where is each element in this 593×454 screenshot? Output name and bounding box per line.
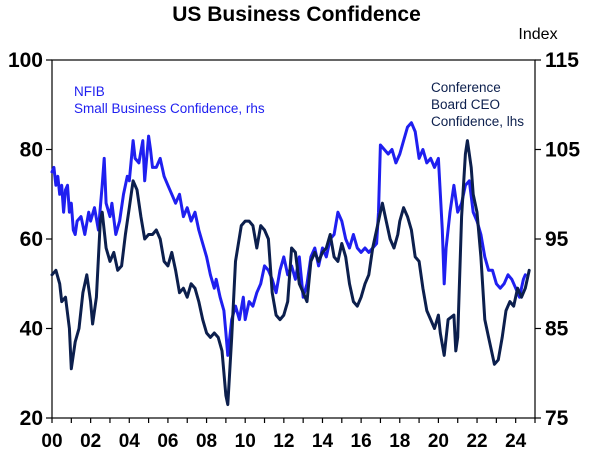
ceo-label-line1: Conference [431, 80, 501, 95]
x-axis: 00 02 04 06 08 10 12 14 16 18 20 22 24 [41, 418, 536, 452]
left-tick-label: 20 [20, 407, 43, 430]
x-tick-label: 08 [196, 431, 217, 452]
chart-title: US Business Confidence [172, 3, 421, 26]
right-tick-label: 85 [545, 318, 569, 341]
right-axis: 115 105 95 85 75 [535, 49, 580, 430]
ceo-label-line2: Board CEO [431, 97, 500, 112]
x-tick-label: 10 [235, 431, 256, 452]
x-tick-label: 16 [351, 431, 372, 452]
series-ceo-line [50, 139, 531, 407]
left-tick-label: 100 [8, 49, 43, 72]
ceo-label-line3: Confidence, lhs [431, 114, 524, 129]
x-tick-label: 04 [119, 431, 141, 452]
x-tick-label: 06 [157, 431, 178, 452]
right-tick-label: 75 [545, 407, 569, 430]
left-tick-label: 40 [20, 318, 43, 341]
x-tick-label: 22 [466, 431, 487, 452]
nfib-label-line1: NFIB [74, 84, 105, 99]
nfib-label-line2: Small Business Confidence, rhs [74, 101, 265, 116]
right-tick-label: 115 [545, 49, 579, 72]
x-tick-label: 24 [505, 431, 527, 452]
x-tick-label: 12 [273, 431, 294, 452]
left-tick-label: 60 [20, 228, 43, 251]
x-tick-label: 20 [428, 431, 449, 452]
series-nfib-line [50, 121, 527, 357]
left-axis: 100 80 60 40 20 [8, 49, 52, 430]
right-tick-label: 95 [545, 228, 569, 251]
left-tick-label: 80 [20, 139, 43, 162]
right-axis-title: Index [518, 26, 557, 43]
x-tick-label: 14 [312, 431, 334, 452]
right-tick-label: 105 [545, 139, 580, 162]
x-tick-label: 18 [389, 431, 410, 452]
x-tick-label: 00 [41, 431, 62, 452]
x-tick-label: 02 [80, 431, 101, 452]
series-layer [50, 121, 531, 407]
